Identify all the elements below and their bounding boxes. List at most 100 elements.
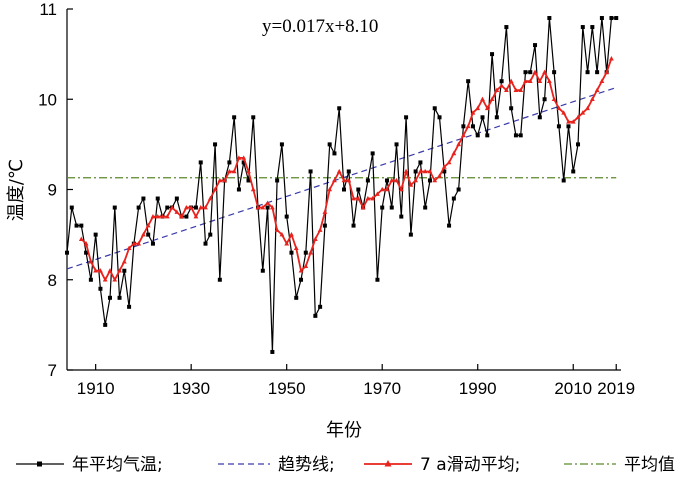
annual-point [576, 142, 581, 147]
annual-point [327, 142, 332, 147]
annual-point [533, 43, 538, 48]
annual-point [303, 250, 308, 255]
annual-point [580, 25, 585, 30]
annual-point [165, 205, 170, 210]
annual-point [480, 115, 485, 120]
annual-point [136, 205, 141, 210]
annual-point [232, 115, 237, 120]
annual-point [451, 196, 456, 201]
moving-average-point [155, 213, 161, 219]
moving-average-point [346, 177, 352, 183]
annual-point [423, 205, 428, 210]
moving-average-point [193, 213, 199, 219]
moving-average-point [575, 114, 581, 120]
ticks: 7 8 9 10 11 1910 1930 1950 1970 1990 2010 2019 [38, 0, 635, 398]
annual-point [84, 250, 89, 255]
moving-average-point [551, 96, 557, 102]
x-tick-label-1970: 1970 [363, 379, 401, 398]
moving-average-point [284, 241, 290, 246]
legend-item-trend: 趋势线; [218, 455, 335, 475]
y-tick-label-10: 10 [38, 90, 57, 109]
annual-point [88, 277, 93, 282]
moving-average-point [465, 123, 471, 129]
moving-average-point [446, 159, 452, 165]
x-tick-label-2019: 2019 [597, 379, 635, 398]
annual-point [213, 142, 218, 147]
moving-average-point [546, 78, 552, 83]
annual-point [470, 124, 475, 129]
annual-point [537, 115, 542, 120]
annual-point [174, 196, 179, 201]
annual-point [322, 223, 327, 228]
moving-average-point [327, 186, 333, 192]
moving-average-point [298, 268, 304, 273]
legend-marker-moving [384, 460, 392, 467]
moving-average-point [403, 168, 409, 174]
annual-point [585, 70, 590, 75]
moving-average-point [117, 268, 122, 273]
x-tick-label-1950: 1950 [268, 379, 306, 398]
moving-average-point [226, 168, 232, 174]
moving-average-point [78, 236, 84, 241]
annual-point [208, 232, 213, 237]
annual-point [447, 223, 452, 228]
annual-point [346, 169, 351, 174]
annual-point [513, 133, 518, 138]
moving-average-point [322, 209, 328, 214]
y-tick-label-11: 11 [39, 0, 57, 19]
moving-average-point [183, 204, 189, 210]
legend-label-moving: 7 a滑动平均; [420, 455, 520, 475]
annual-point [122, 268, 127, 273]
moving-average-point [198, 204, 204, 210]
annual-point [389, 205, 394, 210]
annual-point [556, 124, 561, 129]
moving-average-point [451, 150, 457, 156]
moving-average-point [394, 177, 399, 183]
moving-average-point [432, 177, 438, 183]
x-tick-label-1990: 1990 [459, 379, 497, 398]
annual-point [150, 241, 155, 246]
moving-average-point [289, 232, 294, 237]
moving-average-line [80, 58, 613, 282]
annual-point [198, 160, 203, 165]
annual-point [203, 241, 208, 246]
moving-average-point [260, 204, 266, 210]
annual-point [107, 295, 112, 300]
moving-average-point [604, 69, 610, 74]
annual-point [456, 187, 461, 192]
moving-average-point [570, 119, 576, 124]
annual-point [490, 52, 495, 57]
moving-average-point [503, 87, 509, 93]
moving-average-point [312, 236, 318, 241]
moving-average-point [98, 268, 103, 273]
moving-average-point [255, 204, 261, 210]
annual-point [442, 169, 447, 174]
annual-point [74, 223, 79, 228]
moving-average-point [542, 69, 547, 74]
legend-item-moving: 7 a滑动平均; [364, 455, 520, 475]
annual-temperature-line [66, 17, 617, 352]
moving-average-point [93, 268, 99, 273]
annual-point [236, 187, 241, 192]
annual-point [141, 196, 146, 201]
moving-average-point [169, 204, 175, 210]
y-axis-title: 温度/℃ [6, 159, 27, 221]
annual-point [552, 70, 557, 75]
annual-point [437, 115, 442, 120]
annual-point [384, 178, 389, 183]
x-axis-title: 年份 [326, 420, 362, 441]
moving-average-point [141, 232, 146, 237]
annual-point [399, 214, 404, 219]
moving-average-point [365, 195, 371, 201]
moving-average-point [112, 277, 118, 282]
moving-average-point [317, 227, 323, 232]
annual-point [571, 169, 576, 174]
moving-average-point [427, 168, 433, 174]
legend-label-annual: 年平均气温; [72, 455, 163, 475]
moving-average-point [398, 186, 404, 192]
moving-average-point [308, 250, 313, 255]
annual-point [375, 277, 380, 282]
moving-average-point [203, 204, 208, 210]
moving-average-point [341, 177, 347, 183]
moving-average-point [164, 213, 170, 219]
